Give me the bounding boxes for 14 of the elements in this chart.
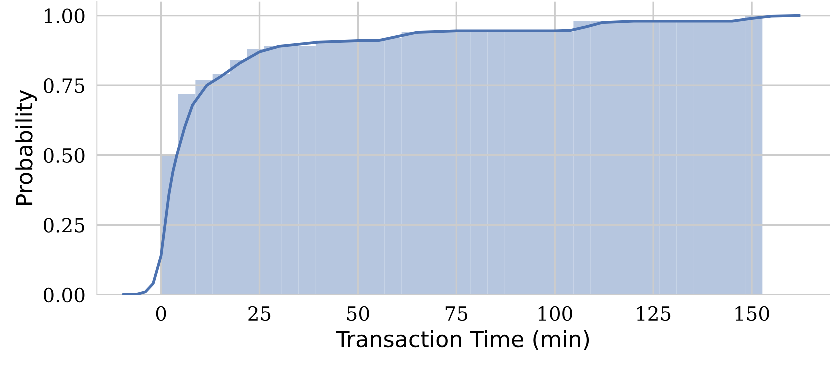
x-tick-label: 0 bbox=[156, 306, 166, 322]
y-tick-label: 0.00 bbox=[44, 288, 85, 303]
x-tick-label: 150 bbox=[736, 306, 770, 322]
y-tick-label: 0.25 bbox=[44, 218, 84, 233]
x-tick-label: 25 bbox=[248, 306, 271, 322]
y-tick-label: 0.75 bbox=[44, 78, 84, 94]
y-axis-title: Probability bbox=[16, 90, 38, 205]
x-tick-label: 75 bbox=[446, 306, 468, 322]
y-tick-label: 0.50 bbox=[44, 148, 85, 164]
x-tick-label: 125 bbox=[637, 306, 671, 322]
x-axis-title: Transaction Time (min) bbox=[336, 330, 590, 350]
x-tick-label: 100 bbox=[538, 306, 572, 322]
x-tick-label: 50 bbox=[347, 306, 370, 322]
y-tick-label: 1.00 bbox=[45, 8, 85, 24]
